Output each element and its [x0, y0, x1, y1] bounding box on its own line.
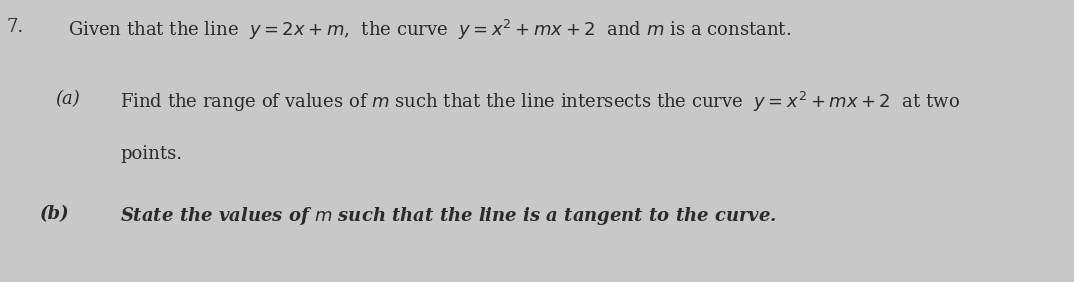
Text: Given that the line  $y = 2x + m$,  the curve  $y = x^2 + mx + 2$  and $m$ is a : Given that the line $y = 2x + m$, the cu… — [68, 18, 792, 42]
Text: (b): (b) — [40, 205, 70, 223]
Text: points.: points. — [120, 145, 183, 163]
Text: State the values of $m$ such that the line is a tangent to the curve.: State the values of $m$ such that the li… — [120, 205, 777, 227]
Text: (a): (a) — [55, 90, 79, 108]
Text: 7.: 7. — [8, 18, 25, 36]
Text: Find the range of values of $m$ such that the line intersects the curve  $y = x^: Find the range of values of $m$ such tha… — [120, 90, 960, 114]
